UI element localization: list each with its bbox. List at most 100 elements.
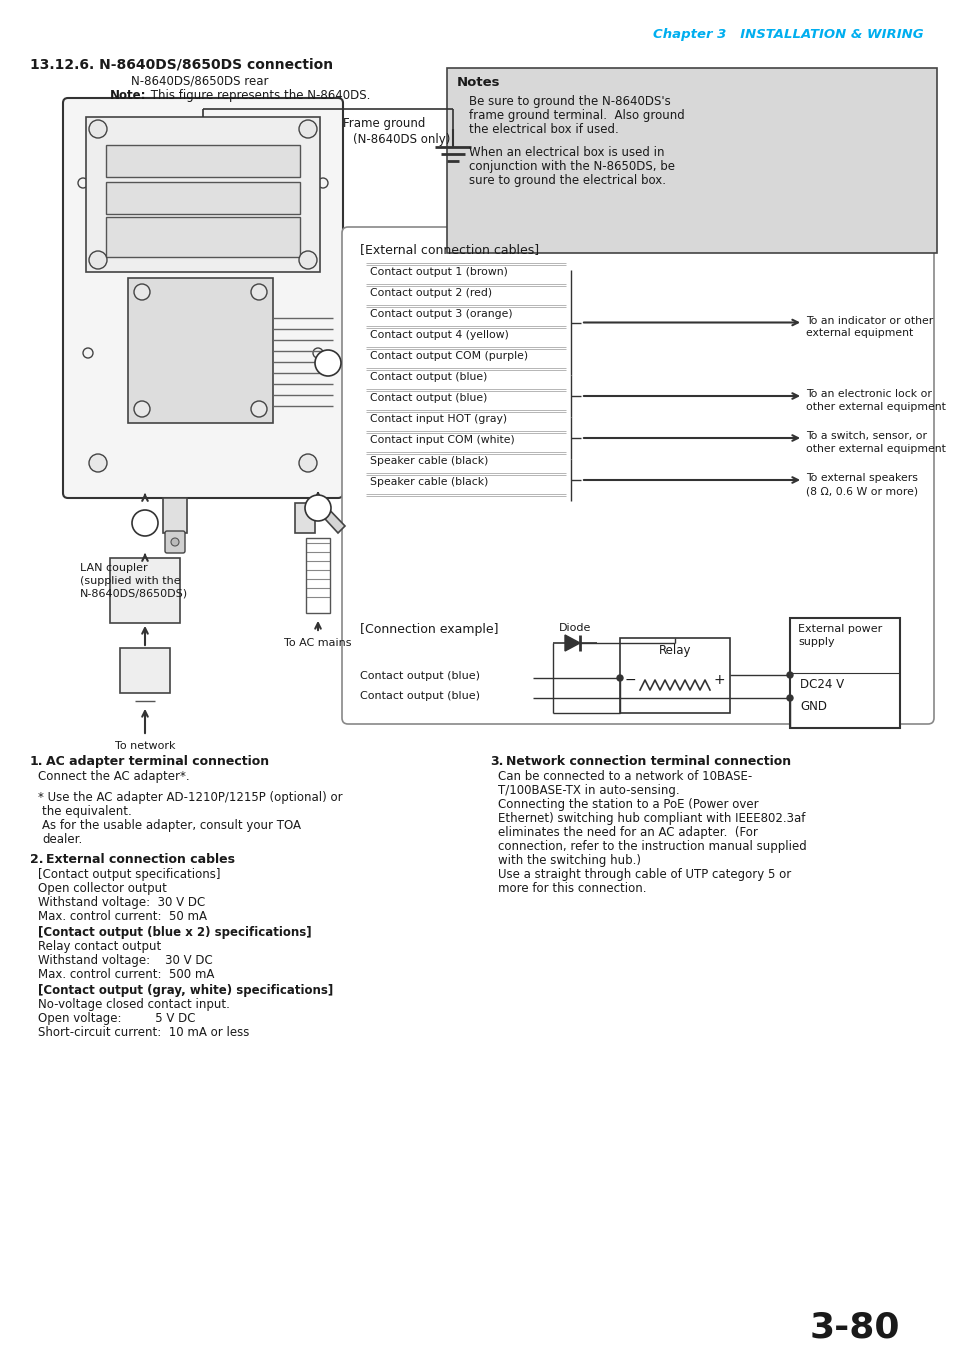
Circle shape: [314, 350, 340, 377]
Text: external equipment: external equipment: [805, 328, 912, 339]
Text: T/100BASE-TX in auto-sensing.: T/100BASE-TX in auto-sensing.: [497, 784, 679, 796]
Text: Relay: Relay: [659, 644, 691, 657]
Text: DC24 V: DC24 V: [800, 678, 843, 691]
Circle shape: [132, 510, 158, 536]
Bar: [120, 648, 170, 693]
Text: GND: GND: [800, 701, 826, 713]
Text: ③: ③: [138, 516, 152, 531]
Text: To AC mains: To AC mains: [284, 639, 352, 648]
Text: frame ground terminal.  Also ground: frame ground terminal. Also ground: [469, 109, 684, 122]
Text: Note:: Note:: [110, 89, 147, 103]
Circle shape: [298, 251, 316, 269]
Bar: [128, 278, 273, 423]
Text: Open collector output: Open collector output: [38, 882, 167, 895]
Text: the electrical box if used.: the electrical box if used.: [469, 123, 618, 136]
Text: Can be connected to a network of 10BASE-: Can be connected to a network of 10BASE-: [497, 769, 752, 783]
Text: Short-circuit current:  10 mA or less: Short-circuit current: 10 mA or less: [38, 1026, 249, 1040]
Text: Relay contact output: Relay contact output: [38, 940, 161, 953]
Text: −: −: [624, 674, 636, 687]
Text: (8 Ω, 0.6 W or more): (8 Ω, 0.6 W or more): [805, 486, 917, 495]
Text: Speaker cable (black): Speaker cable (black): [370, 477, 488, 487]
Text: Use a straight through cable of UTP category 5 or: Use a straight through cable of UTP cate…: [497, 868, 790, 882]
Text: other external equipment: other external equipment: [805, 444, 944, 454]
Circle shape: [786, 695, 792, 701]
Text: Max. control current:  50 mA: Max. control current: 50 mA: [38, 910, 207, 923]
Bar: [447, 68, 936, 252]
Text: To external speakers: To external speakers: [805, 472, 917, 483]
Text: [External connection cables]: [External connection cables]: [359, 243, 538, 256]
FancyBboxPatch shape: [165, 531, 185, 554]
Circle shape: [89, 120, 107, 138]
Text: +: +: [713, 674, 724, 687]
Text: Network connection terminal connection: Network connection terminal connection: [505, 755, 790, 768]
Text: ①: ①: [312, 501, 324, 514]
Text: [Contact output specifications]: [Contact output specifications]: [38, 868, 220, 882]
Text: (supplied with the: (supplied with the: [80, 576, 180, 586]
Bar: [106, 182, 299, 215]
Circle shape: [89, 454, 107, 472]
Text: 13.12.6. N-8640DS/8650DS connection: 13.12.6. N-8640DS/8650DS connection: [30, 57, 333, 72]
Text: Contact output 2 (red): Contact output 2 (red): [370, 288, 492, 298]
Bar: [789, 618, 899, 728]
Text: Contact output (blue): Contact output (blue): [370, 373, 487, 382]
Bar: [619, 639, 729, 713]
Circle shape: [133, 401, 150, 417]
Text: Contact output 4 (yellow): Contact output 4 (yellow): [370, 329, 508, 340]
Text: As for the usable adapter, consult your TOA: As for the usable adapter, consult your …: [42, 819, 301, 832]
Bar: [86, 117, 319, 271]
Text: 3-80: 3-80: [809, 1310, 899, 1345]
Polygon shape: [314, 501, 345, 533]
Text: ②: ②: [321, 356, 334, 370]
Text: To an indicator or other: To an indicator or other: [805, 316, 932, 325]
Text: connection, refer to the instruction manual supplied: connection, refer to the instruction man…: [497, 840, 806, 853]
Text: Notes: Notes: [456, 76, 500, 89]
Circle shape: [251, 284, 267, 300]
Circle shape: [298, 454, 316, 472]
Text: [Connection example]: [Connection example]: [359, 622, 498, 636]
Text: AC adapter terminal connection: AC adapter terminal connection: [46, 755, 269, 768]
Text: Contact output (blue): Contact output (blue): [370, 393, 487, 404]
Text: Contact input COM (white): Contact input COM (white): [370, 435, 515, 446]
Text: sure to ground the electrical box.: sure to ground the electrical box.: [469, 174, 665, 188]
Text: LAN coupler: LAN coupler: [80, 563, 148, 572]
Circle shape: [317, 178, 328, 188]
Circle shape: [89, 251, 107, 269]
Text: Contact input HOT (gray): Contact input HOT (gray): [370, 414, 507, 424]
Circle shape: [78, 178, 88, 188]
Circle shape: [617, 675, 622, 680]
Circle shape: [298, 120, 316, 138]
Text: [Contact output (gray, white) specifications]: [Contact output (gray, white) specificat…: [38, 984, 333, 998]
Text: Withstand voltage:    30 V DC: Withstand voltage: 30 V DC: [38, 954, 213, 967]
Text: Frame ground: Frame ground: [343, 117, 425, 130]
Circle shape: [786, 672, 792, 678]
Text: eliminates the need for an AC adapter.  (For: eliminates the need for an AC adapter. (…: [497, 826, 757, 838]
Circle shape: [133, 284, 150, 300]
Text: dealer.: dealer.: [42, 833, 82, 846]
Text: 2.: 2.: [30, 853, 44, 865]
Text: more for this connection.: more for this connection.: [497, 882, 646, 895]
Text: To a switch, sensor, or: To a switch, sensor, or: [805, 431, 926, 441]
Bar: [163, 498, 187, 533]
Circle shape: [305, 495, 331, 521]
Text: Be sure to ground the N-8640DS's: Be sure to ground the N-8640DS's: [469, 95, 670, 108]
Text: N-8640DS/8650DS rear: N-8640DS/8650DS rear: [132, 76, 269, 88]
Bar: [110, 558, 180, 622]
Text: * Use the AC adapter AD-1210P/1215P (optional) or: * Use the AC adapter AD-1210P/1215P (opt…: [38, 791, 342, 805]
Text: Ethernet) switching hub compliant with IEEE802.3af: Ethernet) switching hub compliant with I…: [497, 811, 804, 825]
Text: with the switching hub.): with the switching hub.): [497, 855, 640, 867]
Bar: [306, 539, 330, 613]
Text: Speaker cable (black): Speaker cable (black): [370, 456, 488, 466]
Text: conjunction with the N-8650DS, be: conjunction with the N-8650DS, be: [469, 161, 675, 173]
Text: Open voltage:         5 V DC: Open voltage: 5 V DC: [38, 1012, 195, 1025]
Circle shape: [171, 539, 179, 545]
Text: This figure represents the N-8640DS.: This figure represents the N-8640DS.: [147, 89, 370, 103]
Polygon shape: [564, 634, 579, 651]
Text: External power: External power: [797, 624, 882, 634]
Text: [Contact output (blue x 2) specifications]: [Contact output (blue x 2) specification…: [38, 926, 312, 940]
Text: Diode: Diode: [558, 622, 591, 633]
Text: Contact output (blue): Contact output (blue): [359, 671, 479, 680]
Text: the equivalent.: the equivalent.: [42, 805, 132, 818]
Circle shape: [251, 401, 267, 417]
Text: External connection cables: External connection cables: [46, 853, 234, 865]
Bar: [106, 144, 299, 177]
